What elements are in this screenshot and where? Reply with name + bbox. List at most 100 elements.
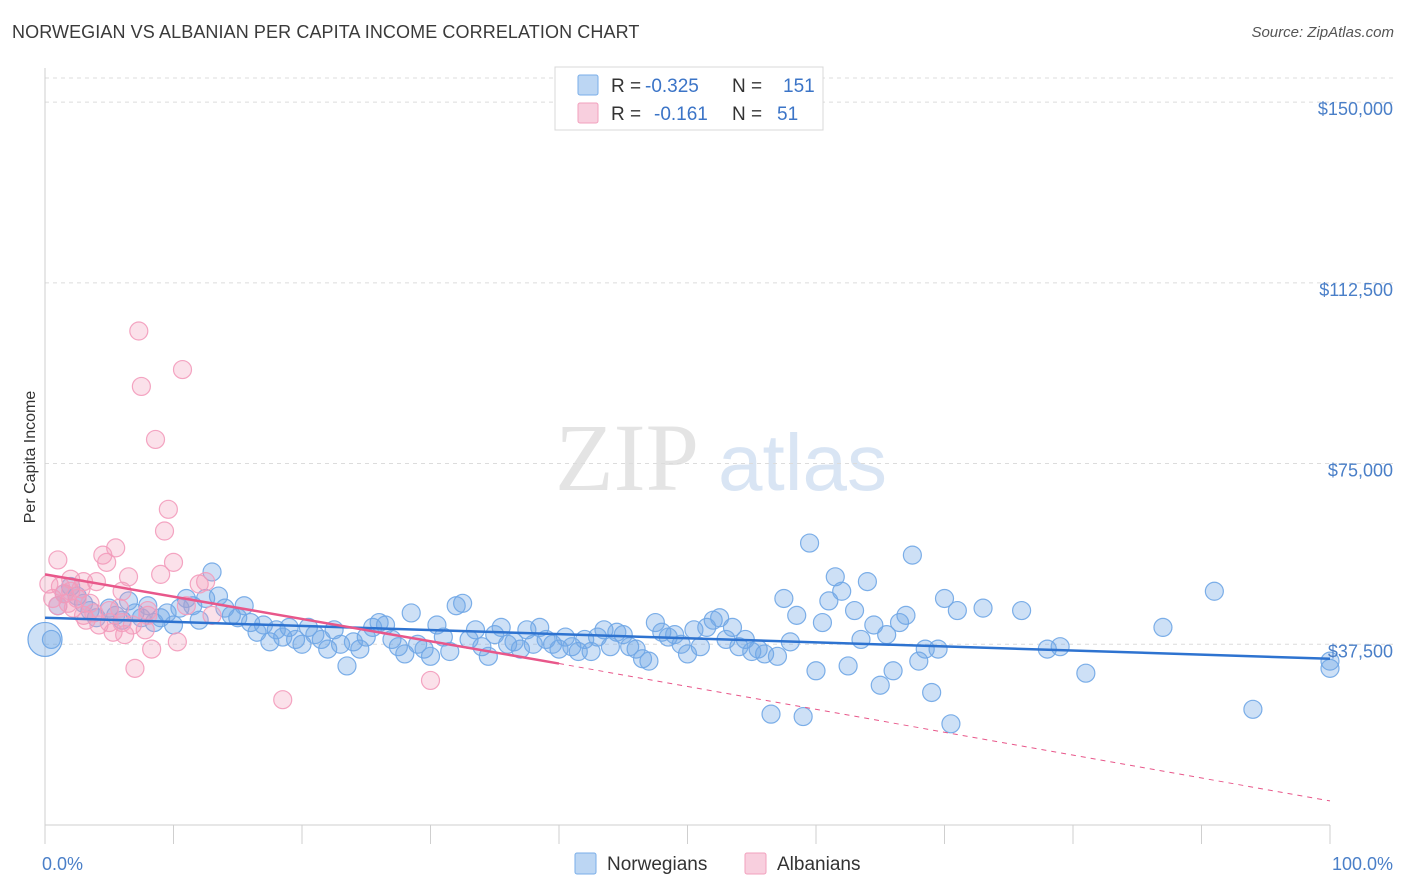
- albanian-point-2: [48, 550, 68, 570]
- legend-r-label-0: R =: [611, 76, 641, 97]
- norwegian-point-123: [844, 600, 865, 621]
- albanian-point-36: [163, 552, 184, 572]
- y-axis-title: Per Capita Income: [22, 391, 39, 524]
- norwegian-point-37: [292, 634, 312, 654]
- norwegian-point-45: [343, 632, 363, 652]
- norwegian-point-140: [973, 598, 993, 618]
- albanian-point-31: [142, 639, 162, 659]
- norwegian-point-73: [523, 634, 543, 654]
- albanian-point-28: [131, 376, 151, 397]
- norwegian-point-149: [1320, 658, 1340, 678]
- norwegian-point-129: [883, 661, 903, 681]
- legend-n-value-0: 151: [783, 76, 815, 97]
- bottom-legend-swatch-norwegians: [574, 852, 597, 875]
- albanian-trend-extension: [558, 663, 1331, 802]
- norwegian-point-21: [189, 610, 209, 630]
- norwegian-point-83: [587, 627, 608, 647]
- norwegian-point-0: [41, 629, 62, 650]
- norwegian-point-46: [350, 639, 370, 659]
- albanian-point-17: [97, 552, 117, 572]
- legend-r-value-0: -0.325: [645, 76, 699, 97]
- albanian-point-30: [138, 600, 158, 621]
- norwegian-point-99: [690, 637, 710, 657]
- norwegian-point-127: [870, 675, 890, 695]
- norwegian-point-118: [812, 612, 833, 633]
- norwegian-point-44: [337, 656, 357, 676]
- norwegian-point-23: [202, 562, 222, 582]
- watermark-zip: ZIP: [555, 404, 699, 511]
- legend-n-label-0: N =: [732, 76, 762, 97]
- norwegian-point-125: [857, 572, 878, 592]
- norwegian-point-121: [832, 581, 852, 601]
- norwegian-point-28: [234, 596, 254, 616]
- legend-swatch-norwegians: [577, 74, 599, 96]
- norwegian-point-54: [401, 603, 421, 623]
- albanian-point-23: [115, 625, 135, 645]
- albanian-point-38: [172, 359, 193, 380]
- norwegian-point-114: [787, 605, 807, 625]
- y-tick-label-2: $112,500: [1319, 280, 1393, 300]
- norwegian-point-117: [806, 661, 826, 681]
- norwegian-point-large: [27, 621, 63, 658]
- norwegian-point-30: [247, 622, 267, 642]
- norwegian-point-147: [1243, 699, 1263, 719]
- norwegian-point-130: [889, 612, 910, 633]
- norwegian-point-143: [1050, 637, 1070, 657]
- albanian-point-20: [106, 538, 126, 558]
- albanian-point-42: [202, 605, 222, 625]
- albanian-point-41: [196, 572, 216, 592]
- legend-r-label-1: R =: [611, 104, 641, 125]
- norwegian-point-111: [767, 646, 788, 666]
- norwegian-point-96: [671, 634, 691, 654]
- norwegian-point-60: [440, 641, 460, 662]
- albanian-point-45: [48, 596, 68, 616]
- albanian-point-24: [118, 567, 139, 587]
- norwegian-point-87: [613, 625, 633, 645]
- legend: R = -0.325 N = 151 R = -0.161 N = 51: [554, 66, 824, 131]
- norwegian-point-146: [1204, 581, 1224, 601]
- norwegian-point-126: [864, 615, 884, 635]
- norwegian-point-135: [922, 682, 942, 703]
- legend-n-label-1: N =: [732, 104, 762, 125]
- norwegian-point-115: [793, 706, 813, 727]
- norwegian-point-137: [934, 588, 955, 609]
- albanian-point-32: [145, 429, 166, 450]
- watermark: ZIP atlas: [555, 404, 887, 511]
- norwegian-point-145: [1153, 617, 1173, 638]
- albanian-point-8: [67, 588, 87, 609]
- norwegian-point-40: [311, 629, 331, 650]
- norwegian-point-62: [453, 593, 473, 613]
- norwegian-point-132: [902, 545, 922, 565]
- norwegian-point-131: [896, 605, 916, 625]
- y-tick-label-1: $75,000: [1328, 461, 1393, 481]
- norwegian-point-17: [163, 615, 184, 635]
- norwegian-point-57: [420, 646, 441, 666]
- albanian-point-37: [167, 632, 187, 652]
- y-tick-label-3: $150,000: [1318, 99, 1393, 119]
- bottom-legend-albanians: Albanians: [777, 854, 860, 875]
- norwegian-point-78: [555, 627, 576, 647]
- norwegian-point-112: [774, 588, 794, 609]
- albanian-point-49: [112, 612, 132, 633]
- norwegian-point-32: [260, 632, 280, 652]
- norwegian-point-74: [530, 617, 550, 638]
- albanian-trend-line: [44, 573, 560, 665]
- norwegian-point-148: [1320, 651, 1340, 671]
- norwegian-point-41: [318, 639, 338, 659]
- norwegian-trend-line: [44, 616, 1331, 660]
- watermark-atlas: atlas: [718, 418, 887, 507]
- norwegian-point-139: [947, 600, 967, 621]
- albanian-point-33: [151, 564, 171, 584]
- norwegian-point-52: [388, 637, 408, 657]
- norwegian-point-124: [851, 629, 871, 650]
- legend-swatch-albanians: [577, 102, 599, 124]
- norwegian-point-91: [639, 651, 659, 671]
- norwegian-point-64: [465, 620, 486, 640]
- albanian-point-12: [80, 593, 100, 613]
- norwegian-point-110: [761, 704, 781, 724]
- bottom-legend: Norwegians Albanians: [574, 852, 860, 875]
- norwegian-point-67: [485, 625, 505, 645]
- albanian-point-39: [176, 596, 196, 616]
- norwegian-point-122: [838, 656, 858, 676]
- norwegian-point-119: [819, 591, 839, 611]
